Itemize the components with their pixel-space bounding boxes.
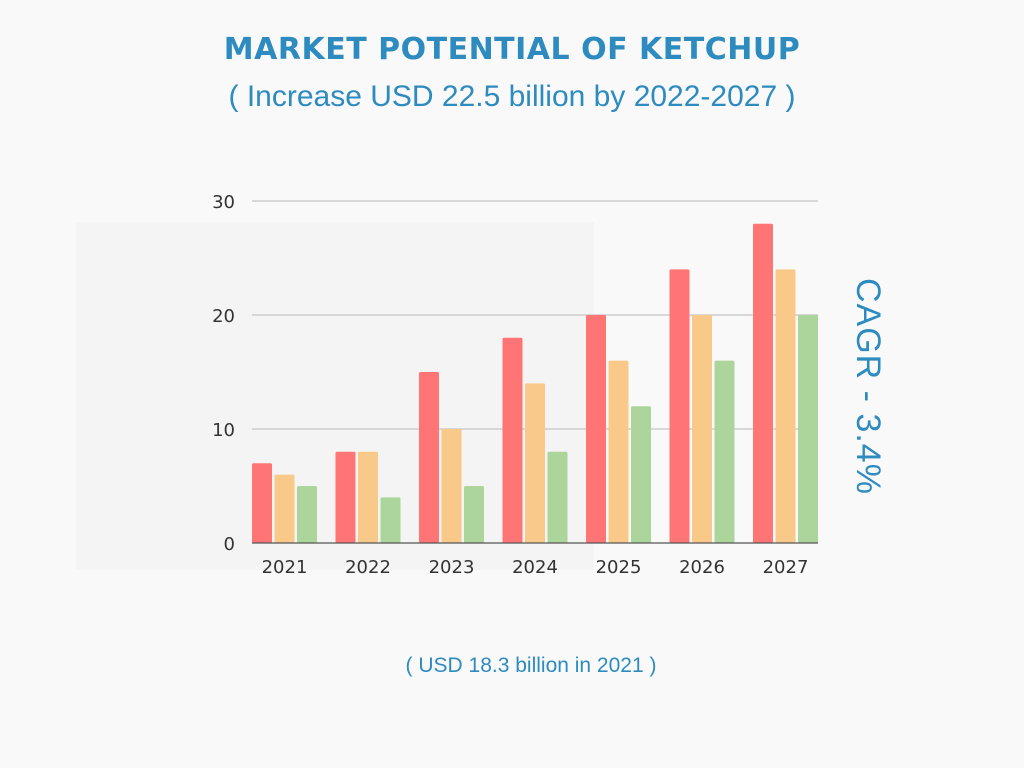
y-tick-label: 20: [212, 306, 235, 327]
bar-2021-3: [297, 486, 317, 543]
x-tick-label: 2025: [596, 557, 642, 578]
bar-2026-3: [714, 360, 735, 543]
base-value-footnote: ( USD 18.3 billion in 2021 ): [405, 654, 657, 677]
bar-2025-2: [608, 360, 629, 543]
bar-2027-3: [798, 315, 818, 543]
bar-2027-1: [753, 223, 773, 544]
bar-2023-3: [464, 486, 484, 543]
y-tick-label: 10: [212, 420, 235, 441]
bar-2026-1: [669, 269, 690, 543]
bar-2022-3: [380, 497, 401, 543]
bar-2023-1: [419, 372, 439, 543]
bar-2025-3: [631, 406, 651, 543]
bar-2027-2: [775, 269, 796, 543]
bar-2024-3: [547, 451, 568, 543]
bar-2026-2: [692, 315, 712, 543]
y-tick-label: 30: [212, 192, 235, 213]
cagr-annotation: CAGR - 3.4%: [849, 278, 887, 495]
x-tick-label: 2021: [262, 557, 308, 578]
bar-2022-1: [335, 451, 356, 543]
chart-subtitle: ( Increase USD 22.5 billion by 2022-2027…: [228, 80, 796, 113]
chart-title: MARKET POTENTIAL OF KETCHUP: [223, 32, 801, 67]
bar-2022-2: [358, 451, 378, 543]
bar-2024-2: [525, 383, 545, 543]
x-tick-label: 2023: [429, 557, 475, 578]
bar-2025-1: [586, 315, 606, 543]
y-tick-label: 0: [224, 534, 235, 555]
bar-2024-1: [502, 337, 523, 543]
bar-2021-1: [252, 463, 272, 543]
x-axis-ticks: 2021 2022 2023 2024 2025 2026 2027: [262, 557, 809, 578]
bar-2023-2: [441, 429, 462, 543]
x-tick-label: 2027: [763, 557, 809, 578]
y-axis-ticks: 0 10 20 30: [212, 192, 235, 555]
x-tick-label: 2024: [512, 557, 558, 578]
x-tick-label: 2022: [345, 557, 391, 578]
x-tick-label: 2026: [679, 557, 725, 578]
bars: [252, 223, 818, 544]
bar-2021-2: [274, 474, 295, 543]
